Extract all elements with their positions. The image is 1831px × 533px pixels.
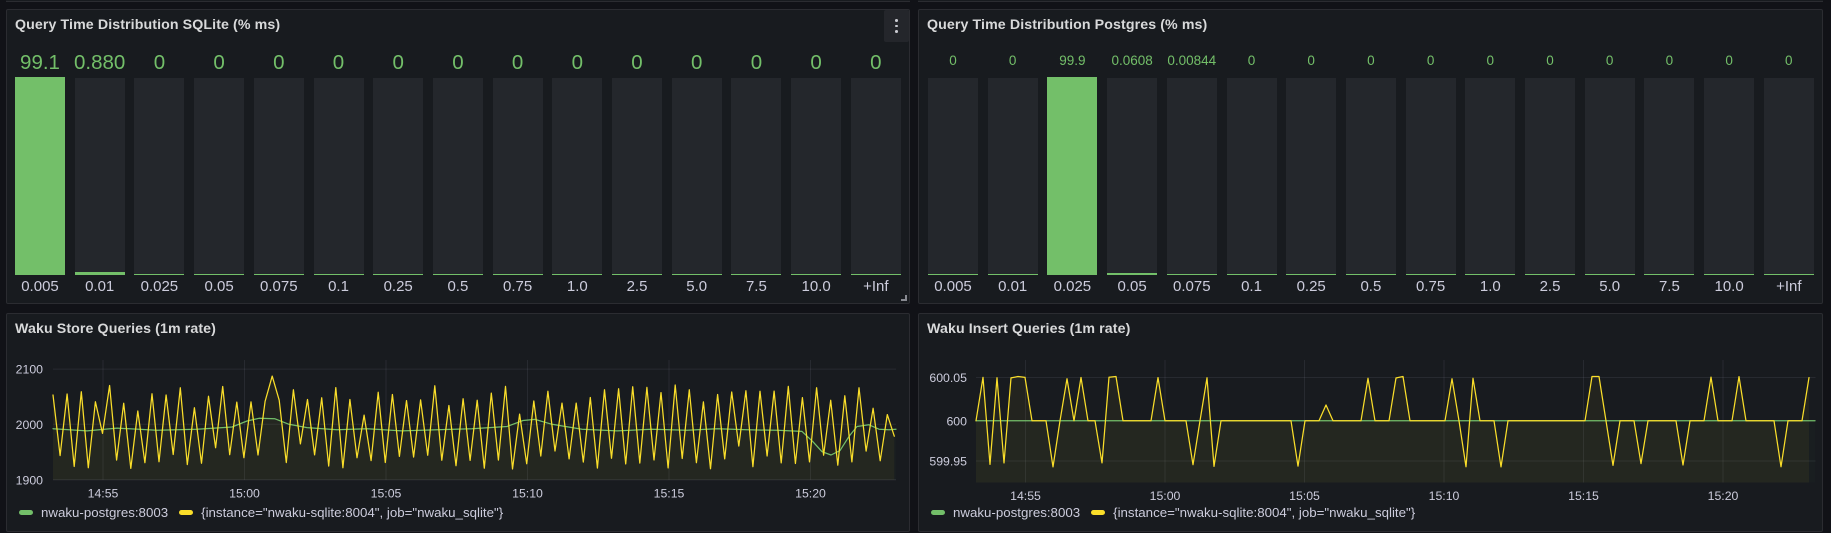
svg-text:14:55: 14:55 [88,486,119,500]
svg-text:15:15: 15:15 [1568,489,1599,503]
svg-text:15:20: 15:20 [795,486,826,500]
svg-text:15:20: 15:20 [1708,489,1739,503]
svg-text:14:55: 14:55 [1010,489,1041,503]
svg-text:15:10: 15:10 [1429,489,1460,503]
svg-text:15:00: 15:00 [1150,489,1181,503]
svg-text:15:05: 15:05 [371,486,402,500]
svg-text:600.05: 600.05 [929,371,967,385]
svg-text:15:00: 15:00 [229,486,260,500]
svg-text:15:10: 15:10 [512,486,543,500]
svg-text:2000: 2000 [16,418,44,432]
svg-text:15:15: 15:15 [654,486,685,500]
svg-text:1900: 1900 [16,473,44,487]
svg-text:2100: 2100 [16,363,44,377]
svg-text:599.95: 599.95 [929,455,967,469]
svg-text:15:05: 15:05 [1289,489,1320,503]
svg-text:600: 600 [946,414,967,428]
